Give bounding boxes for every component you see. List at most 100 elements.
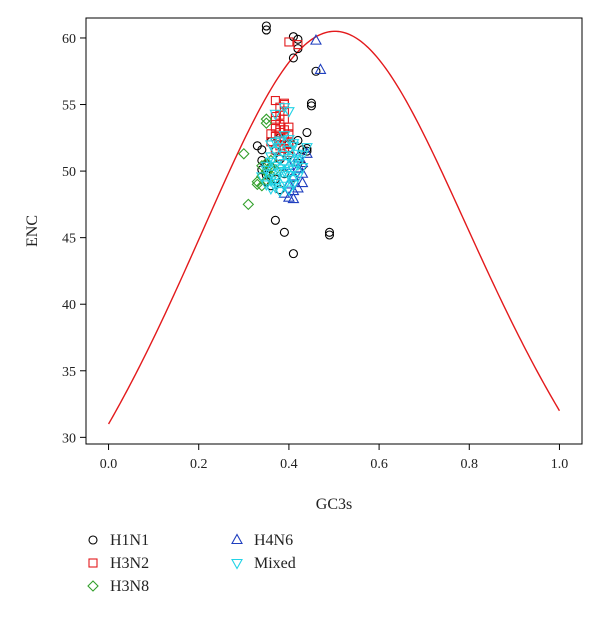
- data-point: [242, 198, 255, 211]
- legend-marker: [231, 533, 243, 545]
- x-tick-label: 0.6: [370, 457, 388, 472]
- data-point: [288, 249, 298, 259]
- data-point: [287, 192, 300, 204]
- data-point: [251, 178, 264, 191]
- legend-marker: [87, 580, 99, 592]
- data-point: [291, 172, 304, 184]
- legend-label: H3N8: [110, 578, 149, 595]
- data-point: [260, 161, 273, 173]
- legend-label: Mixed: [254, 555, 296, 572]
- data-point: [296, 176, 309, 188]
- data-point: [255, 172, 268, 184]
- y-tick-label: 45: [62, 232, 76, 247]
- data-point: [269, 173, 282, 185]
- data-point: [273, 187, 286, 198]
- data-point: [306, 98, 317, 108]
- y-tick-label: 40: [62, 298, 76, 313]
- data-point: [257, 145, 267, 155]
- legend-label: H3N2: [110, 555, 149, 572]
- data-point: [269, 161, 282, 173]
- legend: H1N1 H3N2 H3N8 H4N6 Mixed: [87, 532, 296, 595]
- legend-item-mixed: Mixed: [231, 555, 296, 572]
- data-point: [282, 145, 295, 157]
- y-tick-label: 60: [62, 32, 76, 47]
- data-point: [306, 101, 317, 111]
- plot-frame: [85, 17, 583, 445]
- data-point: [293, 40, 303, 50]
- x-tick-label: 0.2: [190, 457, 208, 472]
- data-point: [324, 227, 335, 237]
- data-point: [314, 63, 327, 74]
- data-point: [282, 107, 295, 118]
- data-point: [301, 143, 313, 154]
- x-tick-label: 0.0: [100, 457, 118, 472]
- data-point: [278, 167, 291, 178]
- data-point: [287, 184, 300, 196]
- data-point: [261, 25, 271, 35]
- legend-item-h3n8: H3N8: [87, 578, 149, 595]
- data-point: [269, 137, 282, 149]
- data-point: [293, 135, 303, 146]
- y-axis-title: ENC: [24, 215, 41, 247]
- data-point: [282, 164, 295, 176]
- data-point: [310, 33, 322, 45]
- y-tick-label: 50: [62, 165, 76, 180]
- data-point: [264, 176, 277, 188]
- data-point: [256, 159, 268, 172]
- legend-item-h3n2: H3N2: [88, 555, 149, 572]
- data-point: [324, 230, 335, 240]
- data-point: [287, 165, 300, 177]
- data-point: [273, 143, 286, 154]
- data-point: [279, 227, 289, 237]
- data-point: [291, 161, 304, 173]
- legend-marker: [88, 535, 98, 545]
- data-points: [238, 21, 335, 259]
- y-tick-label: 30: [62, 431, 76, 446]
- data-point: [302, 127, 312, 138]
- x-tick-label: 1.0: [551, 457, 569, 472]
- data-point: [264, 140, 277, 152]
- legend-label: H4N6: [254, 532, 293, 549]
- series-mixed: [255, 103, 313, 198]
- legend-item-h1n1: H1N1: [88, 532, 149, 549]
- x-tick-label: 0.8: [461, 457, 479, 472]
- data-point: [260, 117, 273, 129]
- data-point: [311, 66, 321, 76]
- data-point: [287, 180, 300, 192]
- legend-label: H1N1: [110, 532, 149, 549]
- data-point: [282, 185, 295, 197]
- data-point: [261, 21, 271, 31]
- data-point: [273, 136, 286, 148]
- data-point: [293, 34, 303, 44]
- data-point: [288, 53, 298, 63]
- y-tick-label: 35: [62, 365, 76, 380]
- data-point: [260, 113, 273, 125]
- legend-marker: [231, 558, 243, 570]
- data-point: [287, 141, 300, 153]
- x-axis: 0.0 0.2 0.4 0.6 0.8 1.0: [100, 444, 568, 472]
- data-point: [278, 159, 291, 170]
- data-point: [238, 148, 250, 160]
- data-point: [301, 147, 313, 158]
- data-point: [270, 111, 280, 122]
- data-point: [273, 164, 286, 176]
- data-point: [282, 153, 295, 165]
- data-point: [296, 163, 309, 174]
- y-tick-label: 55: [62, 99, 76, 114]
- y-axis: 30 35 40 45 50 55 60: [62, 32, 86, 446]
- data-point: [291, 155, 304, 166]
- x-axis-title: GC3s: [316, 496, 352, 513]
- data-point: [264, 152, 277, 164]
- legend-item-h4n6: H4N6: [231, 532, 293, 549]
- data-point: [287, 139, 300, 150]
- x-tick-label: 0.4: [280, 457, 298, 472]
- data-point: [269, 109, 282, 121]
- data-point: [291, 149, 304, 161]
- expected-enc-curve: [107, 30, 561, 425]
- data-point: [291, 160, 304, 172]
- data-point: [270, 122, 280, 132]
- data-point: [284, 37, 294, 47]
- legend-marker: [88, 558, 98, 568]
- data-point: [270, 215, 280, 225]
